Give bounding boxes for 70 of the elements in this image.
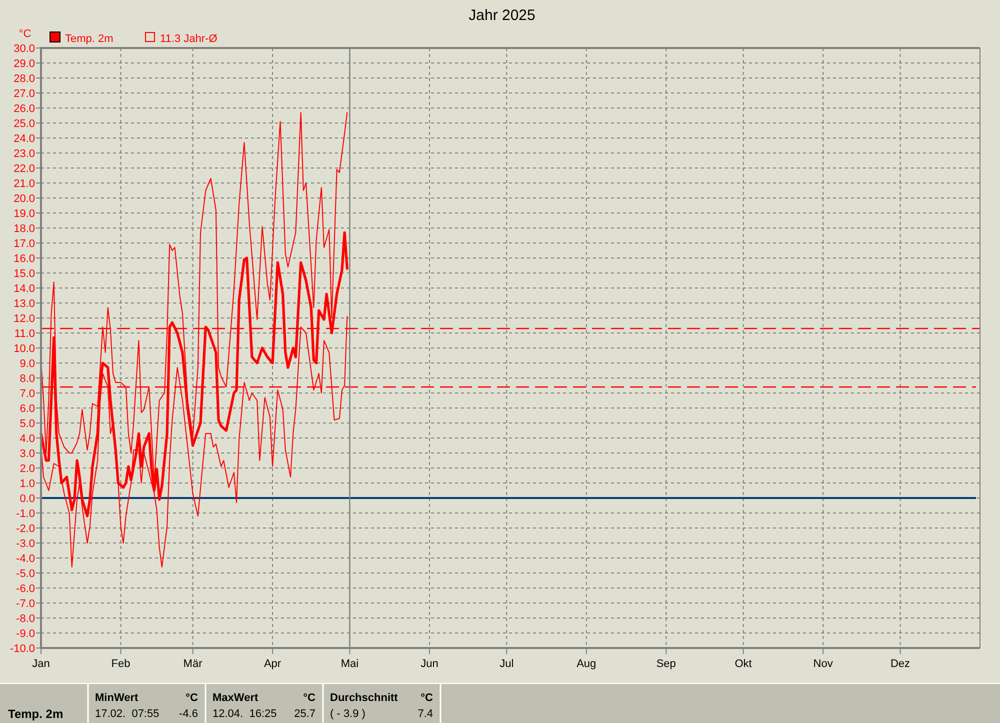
- text: -4.6: [179, 708, 198, 720]
- x-tick-label: Jun: [420, 658, 438, 670]
- y-tick-label: 28.0: [14, 73, 35, 85]
- y-tick-label: 4.0: [20, 433, 35, 445]
- y-tick-label: 5.0: [20, 418, 35, 430]
- text: ( - 3.9 ): [330, 708, 366, 720]
- y-tick-label: 11.0: [14, 328, 35, 340]
- y-tick-label: 0.0: [20, 493, 35, 505]
- y-tick-label: -9.0: [16, 628, 35, 640]
- x-tick-label: Feb: [111, 658, 130, 670]
- y-tick-label: 8.0: [20, 373, 35, 385]
- y-tick-label: 14.0: [14, 283, 35, 295]
- text: MinWert: [95, 692, 139, 704]
- text: 25.7: [294, 708, 316, 720]
- y-tick-label: 13.0: [14, 298, 35, 310]
- y-tick-label: 17.0: [14, 238, 35, 250]
- y-tick-label: -1.0: [16, 508, 35, 520]
- y-tick-label: 3.0: [20, 448, 35, 460]
- y-tick-label: 16.0: [14, 253, 35, 265]
- y-tick-label: 10.0: [14, 343, 35, 355]
- y-tick-label: 20.0: [14, 193, 35, 205]
- text: Durchschnitt: [330, 692, 398, 704]
- y-tick-label: 15.0: [14, 268, 35, 280]
- y-tick-label: -8.0: [16, 613, 35, 625]
- y-tick-label: -5.0: [16, 568, 35, 580]
- y-tick-label: 25.0: [14, 118, 35, 130]
- y-tick-label: 30.0: [14, 43, 35, 55]
- y-tick-label: 2.0: [20, 463, 35, 475]
- y-tick-label: -10.0: [10, 643, 35, 655]
- text: °C: [303, 692, 316, 704]
- x-tick-label: Mai: [340, 658, 359, 670]
- x-tick-label: Aug: [576, 658, 596, 670]
- y-tick-label: -4.0: [16, 553, 35, 565]
- y-tick-label: -2.0: [16, 523, 35, 535]
- y-tick-label: 23.0: [14, 148, 35, 160]
- y-tick-label: 29.0: [14, 58, 35, 70]
- text: MaxWert: [212, 692, 258, 704]
- x-tick-label: Sep: [656, 658, 676, 670]
- chart-title: Jahr 2025: [468, 7, 536, 24]
- y-tick-label: -3.0: [16, 538, 35, 550]
- text: °C: [420, 692, 434, 704]
- y-tick-label: 6.0: [20, 403, 35, 415]
- x-tick-label: Jul: [500, 658, 514, 670]
- x-tick-label: Jan: [32, 658, 50, 670]
- text: Temp. 2m: [8, 707, 64, 721]
- y-tick-label: 7.0: [20, 388, 35, 400]
- legend-label: 11.3 Jahr-Ø: [160, 33, 218, 45]
- x-tick-label: Apr: [264, 658, 282, 670]
- y-tick-label: 1.0: [20, 478, 35, 490]
- y-tick-label: 19.0: [14, 208, 35, 220]
- text: 12.04. 16:25: [212, 708, 277, 720]
- y-tick-label: 12.0: [14, 313, 35, 325]
- x-tick-label: Okt: [734, 658, 752, 670]
- y-tick-label: -7.0: [16, 598, 35, 610]
- x-tick-label: Nov: [813, 658, 834, 670]
- y-tick-label: 24.0: [14, 133, 35, 145]
- y-tick-label: 27.0: [14, 88, 35, 100]
- text: °C: [186, 692, 198, 704]
- x-tick-label: Mär: [183, 658, 203, 670]
- y-axis-title: °C: [18, 28, 32, 40]
- y-tick-label: 26.0: [14, 103, 35, 115]
- text: 7.4: [418, 708, 433, 720]
- y-tick-label: 9.0: [20, 358, 35, 370]
- x-tick-label: Dez: [890, 658, 910, 670]
- y-tick-label: -6.0: [16, 583, 35, 595]
- y-tick-label: 22.0: [14, 163, 35, 175]
- y-tick-label: 21.0: [14, 178, 35, 190]
- y-tick-label: 18.0: [14, 223, 35, 235]
- text: 17.02. 07:55: [95, 708, 160, 720]
- legend-label: Temp. 2m: [65, 33, 114, 45]
